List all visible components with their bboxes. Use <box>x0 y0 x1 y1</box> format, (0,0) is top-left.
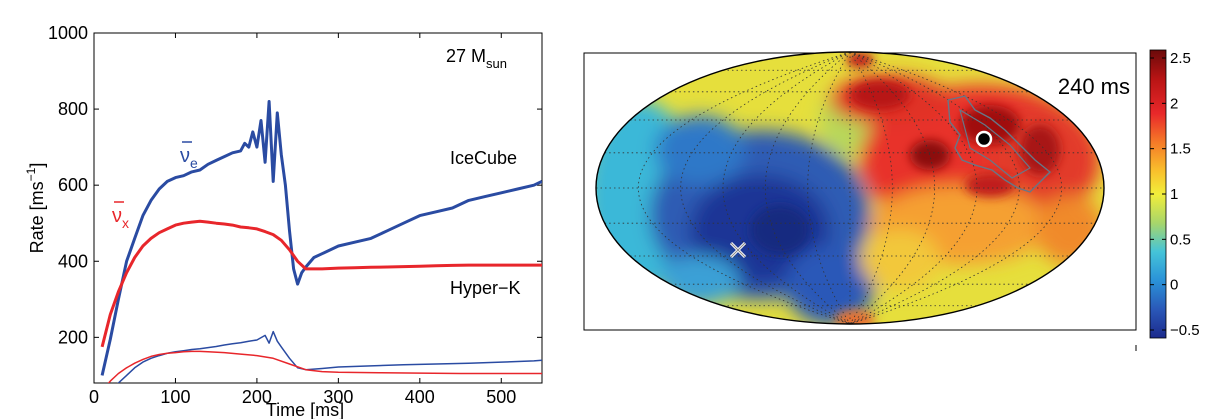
y-tick-label: 400 <box>58 251 88 271</box>
y-tick-label: 1000 <box>48 23 88 43</box>
x-tick-label: 0 <box>89 387 99 407</box>
y-axis: 200 400 600 800 1000 <box>48 23 542 347</box>
x-tick-label: 500 <box>486 387 516 407</box>
plot-frame <box>93 32 543 384</box>
graticule-meridian <box>849 52 893 324</box>
graticule-meridian <box>722 52 851 324</box>
y-axis-label: Rate [ms−1] <box>24 163 47 254</box>
series-line-icecube-nue <box>100 100 542 376</box>
y-tick-label: 600 <box>58 175 88 195</box>
sky-map-outline <box>595 51 1105 325</box>
sky-map-panel: 240 ms 2.5 2 1.5 1 0.5 0 −0.5 <box>583 49 1200 351</box>
x-tick-label: 200 <box>242 387 272 407</box>
x-axis: 0 100 200 300 400 500 <box>89 33 516 407</box>
nu-x-bar-label: νx <box>112 201 129 231</box>
series-lines <box>100 100 542 383</box>
colorbar-tick-label: −0.5 <box>1170 322 1200 339</box>
nu-e-bar-label: νe <box>180 141 198 171</box>
nu-e-label: νe <box>180 145 198 171</box>
graticule <box>596 52 1104 324</box>
x-tick-label: 100 <box>160 387 190 407</box>
y-tick-label: 800 <box>58 99 88 119</box>
colorbar-tick-label: 0.5 <box>1170 231 1191 248</box>
rate-chart: 0 100 200 300 400 500 200 400 600 800 1000 Time [… <box>24 23 543 419</box>
series-line-hyperk-nue <box>117 330 542 383</box>
antipode-cross-marker <box>729 241 747 259</box>
graticule-meridian <box>849 52 978 324</box>
colorbar-tick-label: 1.5 <box>1170 141 1191 158</box>
colorbar-tick-label: 1 <box>1170 186 1178 203</box>
x-axis-label: Time [ms] <box>266 400 344 419</box>
graticule-meridian <box>849 52 1020 324</box>
x-tick-label: 300 <box>323 387 353 407</box>
direction-contour-inner <box>959 108 1031 179</box>
y-tick-label: 200 <box>58 327 88 347</box>
series-line-hyperk-nux <box>107 350 542 383</box>
colorbar-tick-label: 2 <box>1170 95 1178 112</box>
direction-contour <box>947 95 1052 193</box>
graticule-meridian <box>680 52 851 324</box>
hyperk-label: Hyper−K <box>450 278 521 298</box>
graticule-meridian <box>807 52 851 324</box>
progenitor-mass-label: 27 Msun <box>446 46 507 71</box>
nu-x-label: νx <box>112 205 129 231</box>
colorbar-tick-label: 0 <box>1170 277 1178 294</box>
time-label: 240 ms <box>1058 74 1130 99</box>
series-line-icecube-nux <box>100 219 542 348</box>
icecube-label: IceCube <box>450 148 517 168</box>
colorbar-ticks: 2.5 2 1.5 1 0.5 0 −0.5 <box>1150 50 1200 339</box>
x-tick-label: 400 <box>405 387 435 407</box>
colorbar-tick-label: 2.5 <box>1170 50 1191 67</box>
true-direction-marker <box>975 130 993 148</box>
